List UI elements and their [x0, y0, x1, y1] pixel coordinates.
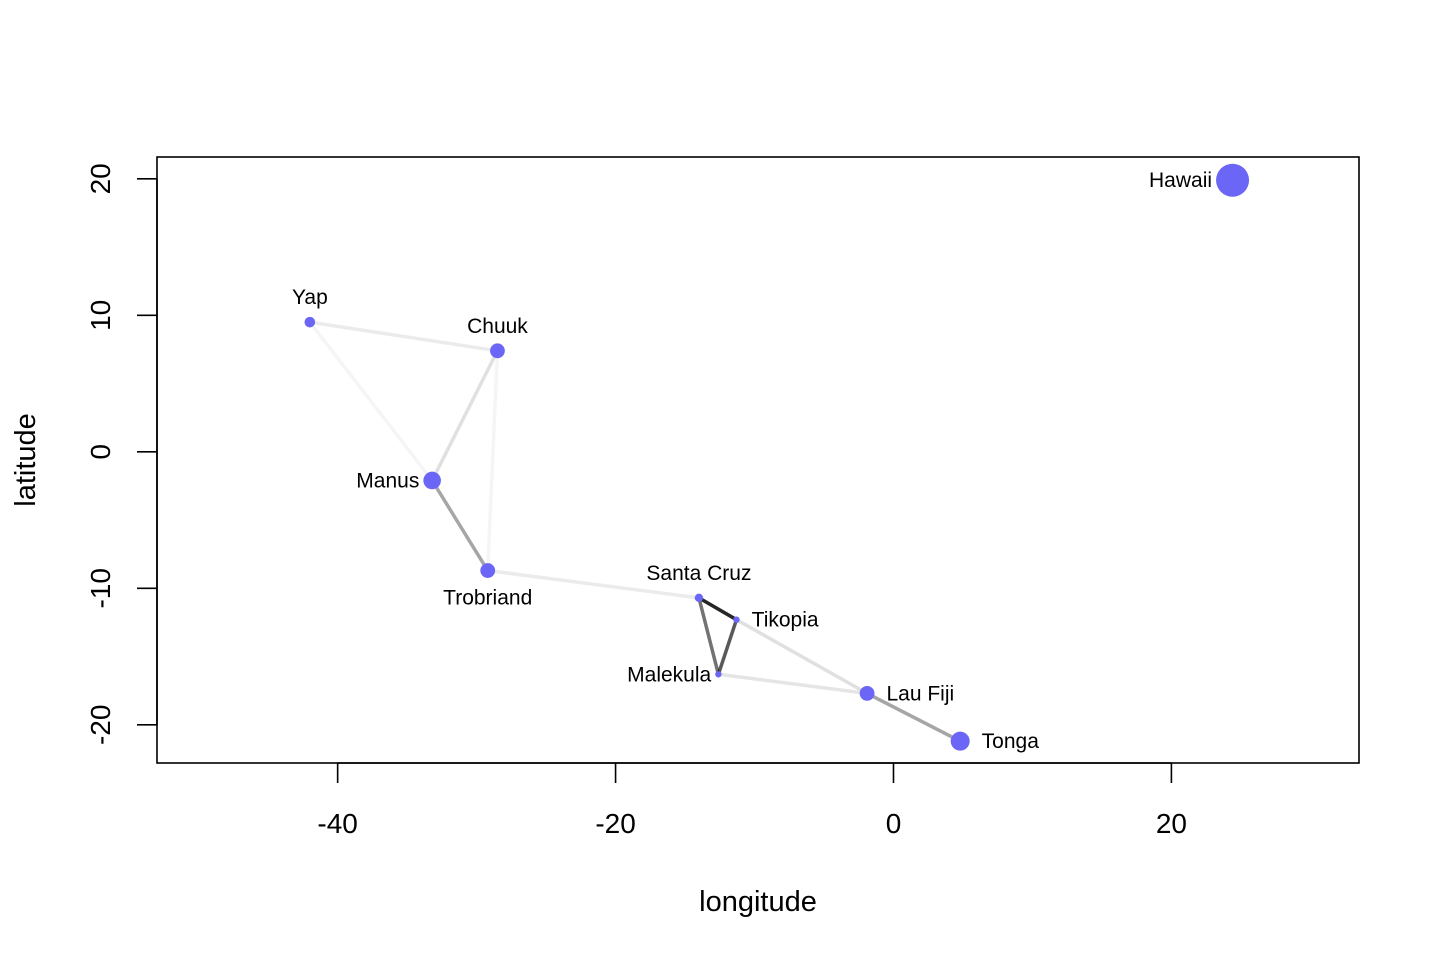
x-tick-label: 20: [1156, 808, 1187, 839]
edge-line: [716, 617, 739, 677]
edge-layer: [308, 320, 962, 743]
point-label: Manus: [356, 469, 419, 492]
edge-line: [308, 320, 500, 353]
edge-line: [485, 568, 701, 600]
x-tick-label: -40: [317, 808, 357, 839]
edge-line: [308, 320, 434, 483]
y-axis-title: latitude: [10, 413, 42, 507]
point-label: Lau Fiji: [886, 682, 954, 705]
point-label: Trobriand: [443, 587, 532, 610]
point-label-layer: Yap Chuuk Manus Trobriand Santa Cruz Tikopia M…: [292, 169, 1212, 753]
edge-line: [716, 672, 869, 696]
point-layer: [304, 163, 1250, 751]
y-axis: -20 -10 0 10 20: [85, 163, 158, 745]
edge-line: [865, 691, 962, 743]
edge-line: [697, 596, 721, 677]
data-point: [715, 671, 722, 678]
y-tick-label: -10: [85, 568, 116, 608]
data-point: [733, 616, 740, 623]
point-label: Malekula: [627, 663, 711, 686]
x-axis: -40 -20 0 20: [317, 762, 1187, 839]
data-point: [480, 563, 496, 578]
point-label: Hawaii: [1149, 169, 1212, 192]
x-tick-label: 0: [886, 808, 902, 839]
data-point: [950, 731, 970, 751]
x-tick-label: -20: [595, 808, 635, 839]
data-point: [490, 343, 505, 359]
point-label: Yap: [292, 286, 328, 309]
edge-line: [697, 596, 739, 622]
data-point: [694, 593, 704, 603]
data-point: [304, 316, 316, 328]
data-point: [859, 685, 875, 701]
data-point: [1216, 163, 1250, 197]
edge-line: [485, 349, 500, 573]
point-label: Chuuk: [467, 315, 528, 338]
point-label: Tonga: [982, 730, 1040, 753]
y-tick-label: 0: [85, 444, 116, 460]
x-axis-title: longitude: [699, 886, 817, 918]
y-tick-label: 20: [85, 163, 116, 194]
data-point: [423, 471, 441, 490]
point-label: Santa Cruz: [646, 562, 751, 585]
y-tick-label: -20: [85, 705, 116, 745]
y-tick-label: 10: [85, 300, 116, 331]
edge-line: [430, 478, 490, 573]
edge-line: [430, 349, 500, 483]
point-label: Tikopia: [752, 609, 819, 632]
plot-frame: [156, 156, 1360, 764]
edge-line: [734, 617, 869, 696]
